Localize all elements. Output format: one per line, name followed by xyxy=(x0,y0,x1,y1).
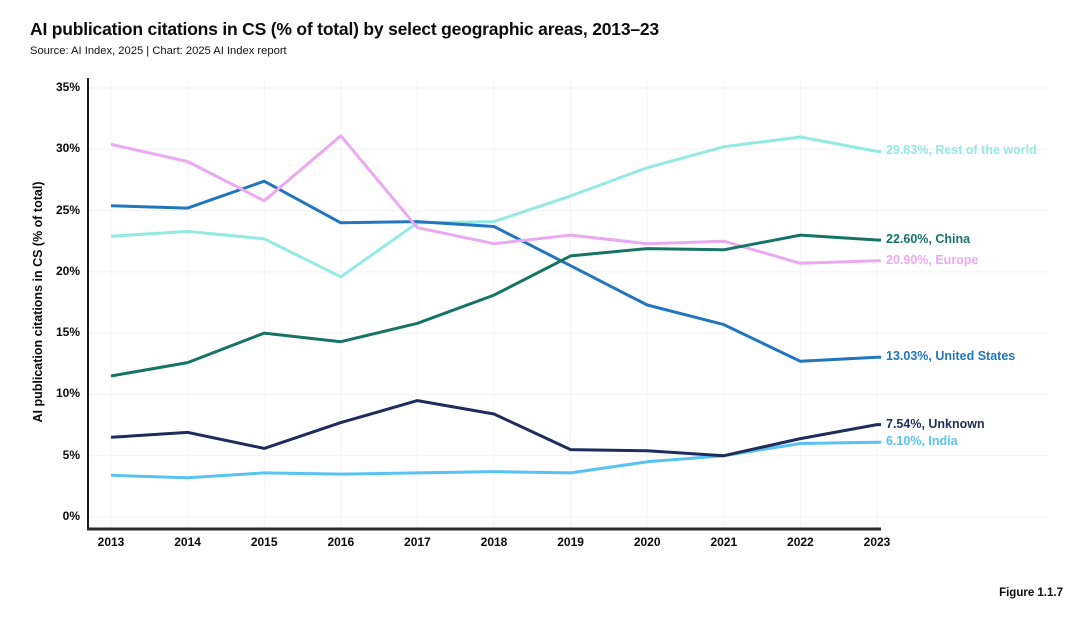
x-tick-label: 2013 xyxy=(97,535,125,549)
line-series-united-states xyxy=(110,179,881,363)
chart-source-line: Source: AI Index, 2025 | Chart: 2025 AI … xyxy=(30,45,287,57)
y-tick-label: 25% xyxy=(55,202,80,217)
x-tick-label: 2014 xyxy=(174,535,201,549)
line-series-europe xyxy=(110,134,881,265)
x-tick-label: 2020 xyxy=(633,535,661,549)
x-tick-label: 2018 xyxy=(480,535,508,549)
series-end-label-united-states: 13.03%, United States xyxy=(886,349,1016,364)
line-series-china xyxy=(110,233,881,378)
y-tick-label: 10% xyxy=(55,386,80,401)
series-end-label-unknown: 7.54%, Unknown xyxy=(886,416,985,431)
y-tick-label: 0% xyxy=(62,509,80,523)
line-series-india xyxy=(110,440,881,480)
y-tick-label: 15% xyxy=(55,325,80,340)
line-series-rest-of-the-world xyxy=(110,135,881,279)
figure-number: Figure 1.1.7 xyxy=(999,587,1063,599)
series-end-label-india: 6.10%, India xyxy=(886,434,958,449)
y-tick-label: 30% xyxy=(55,141,80,156)
x-tick-label: 2022 xyxy=(787,535,814,549)
x-tick-label: 2019 xyxy=(557,535,584,549)
y-tick-label: 20% xyxy=(55,263,80,278)
x-tick-label: 2016 xyxy=(327,535,355,549)
x-tick-label: 2023 xyxy=(863,535,891,549)
x-tick-label: 2017 xyxy=(404,535,431,549)
y-tick-label: 5% xyxy=(62,447,80,462)
page-title: AI publication citations in CS (% of tot… xyxy=(30,19,659,39)
series-end-label-europe: 20.90%, Europe xyxy=(886,252,979,267)
series-end-label-china: 22.60%, China xyxy=(886,231,971,246)
line-series-unknown xyxy=(110,399,881,458)
y-tick-label: 35% xyxy=(55,80,80,94)
x-tick-label: 2015 xyxy=(250,535,278,549)
x-tick-label: 2021 xyxy=(710,535,738,549)
series-end-label-rest-of-the-world: 29.83%, Rest of the world xyxy=(886,143,1037,158)
